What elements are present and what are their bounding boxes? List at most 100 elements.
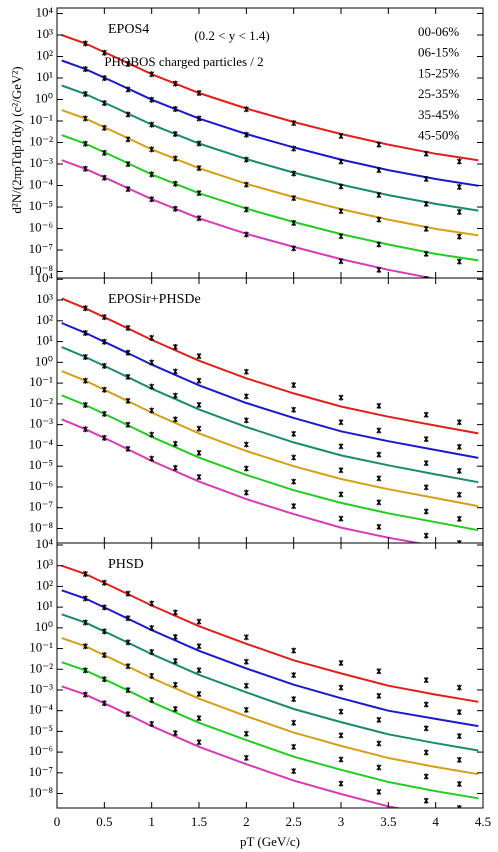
series-line xyxy=(61,346,479,484)
data-point xyxy=(338,258,344,265)
data-point xyxy=(172,80,178,87)
data-point xyxy=(125,445,131,452)
plot-frame xyxy=(56,542,484,809)
data-point xyxy=(243,156,249,163)
x-tick-label: 3 xyxy=(338,814,345,829)
y-tick-label: 10⁻⁴ xyxy=(29,702,54,717)
data-point xyxy=(291,145,297,152)
data-point xyxy=(291,195,297,202)
data-point xyxy=(338,208,344,215)
data-point xyxy=(338,708,344,715)
x-tick-label: 4.5 xyxy=(475,814,491,829)
data-point xyxy=(423,797,429,804)
data-point xyxy=(243,730,249,737)
data-point xyxy=(338,419,344,426)
data-point xyxy=(338,233,344,240)
legend-label: 06-15% xyxy=(418,45,459,60)
y-tick-label: 10⁻⁴ xyxy=(29,176,54,191)
legend-label: 00-06% xyxy=(418,24,459,39)
annotation: PHOBOS charged particles / 2 xyxy=(104,54,263,69)
data-point xyxy=(196,715,202,722)
data-point xyxy=(423,484,429,491)
data-point xyxy=(82,329,88,336)
data-point xyxy=(338,684,344,691)
data-point xyxy=(456,684,462,691)
data-point xyxy=(291,170,297,177)
y-tick-label: 10⁻³ xyxy=(29,155,53,170)
data-point xyxy=(376,141,382,148)
data-point xyxy=(456,184,462,191)
data-point xyxy=(82,40,88,47)
data-point xyxy=(376,427,382,434)
data-point xyxy=(196,618,202,625)
data-point xyxy=(243,368,249,375)
data-point xyxy=(149,431,155,438)
data-point xyxy=(149,672,155,679)
data-point xyxy=(125,161,131,168)
y-tick-label: 10⁻⁶ xyxy=(29,743,53,758)
y-tick-label: 10⁻² xyxy=(29,395,53,410)
panel-title: EPOS4 xyxy=(108,22,149,37)
data-point xyxy=(101,676,107,683)
data-point xyxy=(82,305,88,312)
data-point xyxy=(149,146,155,153)
data-point xyxy=(125,663,131,670)
data-point xyxy=(376,451,382,458)
data-point xyxy=(243,658,249,665)
data-point xyxy=(291,647,297,654)
data-point xyxy=(125,60,131,67)
y-tick-label: 10⁻⁶ xyxy=(29,478,53,493)
series-line xyxy=(61,84,479,212)
data-point xyxy=(291,503,297,510)
y-axis-label: d²N/(2πpTdpTdy) (c²/GeV²) xyxy=(9,66,24,213)
data-point xyxy=(291,719,297,726)
data-point xyxy=(376,475,382,482)
data-point xyxy=(423,200,429,207)
annotation: (0.2 < y < 1.4) xyxy=(194,28,269,43)
y-tick-label: 10⁻¹ xyxy=(29,112,53,127)
y-tick-label: 10³ xyxy=(36,557,53,572)
series-line xyxy=(61,297,479,435)
data-point xyxy=(423,532,429,539)
y-tick-label: 10⁰ xyxy=(35,353,53,368)
data-point xyxy=(456,467,462,474)
data-point xyxy=(243,489,249,496)
data-point xyxy=(101,75,107,82)
data-point xyxy=(456,780,462,787)
data-point xyxy=(376,764,382,771)
data-point xyxy=(243,706,249,713)
data-point xyxy=(338,443,344,450)
data-point xyxy=(291,120,297,127)
panel-title: EPOSir+PHSDe xyxy=(108,292,201,307)
data-point xyxy=(125,590,131,597)
data-point xyxy=(196,474,202,481)
data-point xyxy=(456,419,462,426)
panel-title: PHSD xyxy=(108,557,144,572)
data-point xyxy=(172,464,178,471)
x-tick-label: 2.5 xyxy=(286,814,302,829)
data-point xyxy=(172,658,178,665)
plot-area xyxy=(61,34,479,278)
x-tick-label: 4 xyxy=(432,814,439,829)
y-tick-label: 10² xyxy=(36,47,53,62)
data-point xyxy=(125,111,131,118)
y-tick-label: 10⁻⁷ xyxy=(29,499,53,514)
data-point xyxy=(149,121,155,128)
data-point xyxy=(149,359,155,366)
data-point xyxy=(196,449,202,456)
data-point xyxy=(101,410,107,417)
data-point xyxy=(101,149,107,156)
y-tick-label: 10⁻⁷ xyxy=(29,764,53,779)
data-point xyxy=(101,100,107,107)
data-point xyxy=(125,86,131,93)
data-point xyxy=(243,417,249,424)
data-point xyxy=(196,690,202,697)
y-tick-label: 10³ xyxy=(36,291,53,306)
data-point xyxy=(456,258,462,265)
legend-label: 25-35% xyxy=(418,86,459,101)
data-point xyxy=(125,711,131,718)
data-point xyxy=(149,334,155,341)
data-point xyxy=(338,756,344,763)
y-tick-label: 10⁻⁸ xyxy=(29,785,54,800)
